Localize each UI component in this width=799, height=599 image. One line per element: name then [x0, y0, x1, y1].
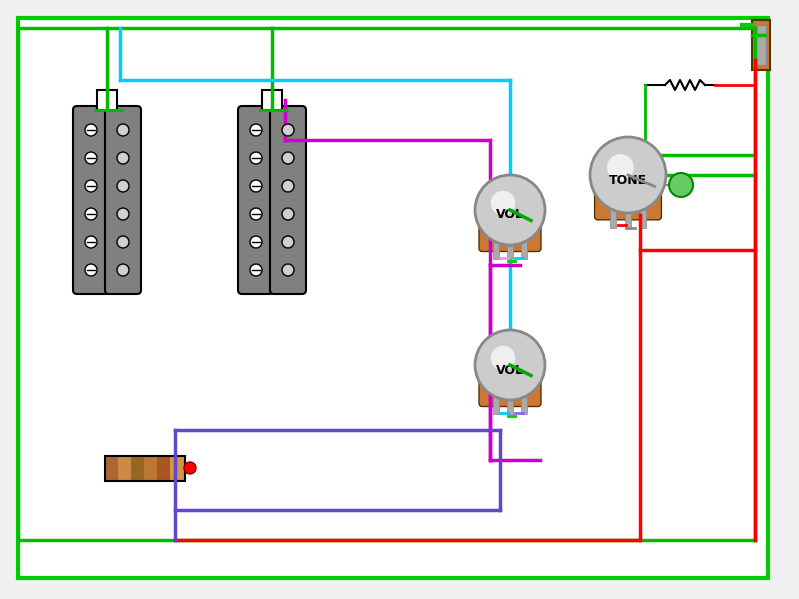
Bar	[507, 241, 513, 259]
Text: VOL: VOL	[496, 364, 524, 377]
Circle shape	[475, 175, 545, 245]
Circle shape	[250, 124, 262, 136]
FancyBboxPatch shape	[479, 373, 541, 407]
Bar	[493, 397, 499, 414]
Bar	[507, 397, 513, 414]
Bar	[105, 456, 185, 481]
Circle shape	[250, 152, 262, 164]
Circle shape	[117, 208, 129, 220]
Circle shape	[282, 180, 294, 192]
Circle shape	[85, 152, 97, 164]
Circle shape	[590, 137, 666, 213]
FancyBboxPatch shape	[479, 217, 541, 252]
Bar	[493, 241, 499, 259]
Circle shape	[85, 236, 97, 248]
Circle shape	[85, 264, 97, 276]
Circle shape	[117, 124, 129, 136]
Bar	[105, 456, 119, 481]
Bar	[262, 90, 282, 110]
Circle shape	[85, 124, 97, 136]
Circle shape	[250, 236, 262, 248]
Text: TONE: TONE	[609, 174, 647, 186]
Bar	[118, 456, 132, 481]
Text: VOL: VOL	[496, 208, 524, 222]
Bar	[640, 209, 646, 228]
Bar	[144, 456, 158, 481]
Circle shape	[607, 154, 634, 181]
FancyBboxPatch shape	[594, 183, 662, 220]
Circle shape	[184, 462, 196, 474]
Bar	[157, 456, 171, 481]
Circle shape	[250, 264, 262, 276]
Circle shape	[282, 208, 294, 220]
Bar	[97, 90, 117, 110]
Circle shape	[117, 180, 129, 192]
Circle shape	[282, 264, 294, 276]
Circle shape	[475, 330, 545, 400]
Bar	[521, 397, 527, 414]
Circle shape	[250, 180, 262, 192]
Circle shape	[117, 236, 129, 248]
Circle shape	[117, 264, 129, 276]
Circle shape	[85, 208, 97, 220]
FancyBboxPatch shape	[73, 106, 109, 294]
Circle shape	[282, 152, 294, 164]
Bar	[131, 456, 145, 481]
Circle shape	[491, 190, 515, 215]
FancyBboxPatch shape	[238, 106, 274, 294]
Bar	[625, 209, 631, 228]
Circle shape	[85, 180, 97, 192]
Circle shape	[669, 173, 693, 197]
Circle shape	[117, 152, 129, 164]
Bar	[756, 25, 766, 65]
Bar	[752, 20, 770, 70]
Circle shape	[282, 124, 294, 136]
Circle shape	[282, 236, 294, 248]
Circle shape	[491, 346, 515, 370]
FancyBboxPatch shape	[270, 106, 306, 294]
FancyBboxPatch shape	[105, 106, 141, 294]
Bar	[170, 456, 184, 481]
Circle shape	[250, 208, 262, 220]
Bar	[521, 241, 527, 259]
Bar	[610, 209, 616, 228]
